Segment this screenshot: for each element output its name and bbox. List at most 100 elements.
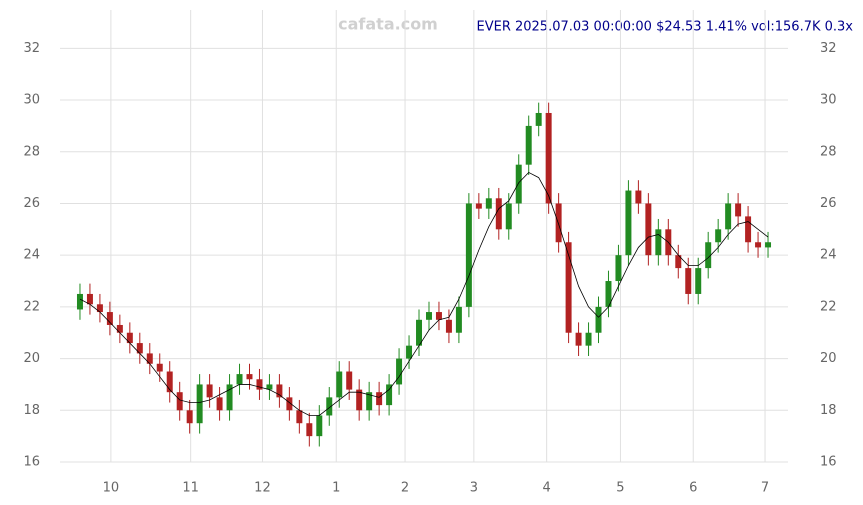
- candle-body: [316, 415, 323, 437]
- candle-body: [605, 281, 612, 307]
- candle-body: [86, 293, 93, 305]
- candle-body: [76, 293, 83, 310]
- candle-body: [765, 242, 772, 248]
- candle-body: [565, 242, 572, 333]
- candle-body: [615, 255, 622, 282]
- candle-body: [525, 125, 532, 165]
- candle-body: [236, 374, 243, 385]
- candle-body: [495, 198, 502, 230]
- candle-body: [246, 374, 253, 380]
- x-tick-label: 4: [543, 481, 551, 496]
- candle-body: [186, 410, 193, 424]
- candle-body: [196, 384, 203, 424]
- candle-body: [326, 397, 333, 416]
- x-tick-label: 6: [689, 481, 697, 496]
- y-tick-label-right: 32: [820, 41, 837, 56]
- y-tick-label: 16: [23, 455, 40, 470]
- candle-body: [146, 353, 153, 364]
- chart-title: EVER 2025.07.03 00:00:00 $24.53 1.41% vo…: [477, 20, 854, 35]
- candle-body: [645, 203, 652, 256]
- candle-body: [406, 345, 413, 359]
- x-tick-label: 5: [616, 481, 624, 496]
- candle-body: [206, 384, 213, 398]
- x-tick-label: 11: [182, 481, 199, 496]
- candle-body: [396, 358, 403, 385]
- candle-body: [455, 306, 462, 333]
- candle-body: [625, 190, 632, 256]
- candle-body: [545, 112, 552, 204]
- candle-body: [755, 242, 762, 248]
- y-tick-label-right: 24: [820, 248, 837, 263]
- y-tick-label-right: 18: [820, 403, 837, 418]
- candle-body: [226, 384, 233, 411]
- x-tick-label: 10: [103, 481, 120, 496]
- candle-body: [675, 255, 682, 269]
- x-tick-label: 7: [761, 481, 769, 496]
- candle-body: [575, 332, 582, 346]
- y-tick-label-right: 16: [820, 455, 837, 470]
- candle-body: [256, 379, 263, 390]
- candle-body: [336, 371, 343, 398]
- y-tick-label-right: 26: [820, 196, 837, 211]
- candle-body: [705, 242, 712, 269]
- x-tick-label: 1: [332, 481, 340, 496]
- candle-body: [366, 392, 373, 411]
- candle-body: [435, 312, 442, 320]
- candle-body: [595, 306, 602, 333]
- candle-body: [96, 304, 103, 313]
- candle-body: [116, 324, 123, 333]
- candle-body: [655, 229, 662, 256]
- candle-body: [535, 112, 542, 126]
- candle-body: [505, 203, 512, 230]
- candle-body: [286, 397, 293, 411]
- candle-body: [465, 203, 472, 307]
- candle-body: [176, 392, 183, 411]
- candle-body: [685, 268, 692, 294]
- y-tick-label: 30: [23, 93, 40, 108]
- y-tick-label-right: 28: [820, 144, 837, 159]
- candle-body: [166, 371, 173, 393]
- y-tick-label: 18: [23, 403, 40, 418]
- candle-body: [715, 229, 722, 243]
- candle-body: [356, 389, 363, 411]
- candle-body: [376, 392, 383, 406]
- y-tick-label-right: 30: [820, 93, 837, 108]
- candle-body: [346, 371, 353, 390]
- candle-body: [475, 203, 482, 209]
- candle-body: [585, 332, 592, 346]
- y-tick-label: 26: [23, 196, 40, 211]
- candle-body: [695, 268, 702, 294]
- candle-body: [126, 332, 133, 344]
- candle-body: [276, 384, 283, 398]
- candle-body: [136, 343, 143, 354]
- watermark: cafata.com: [338, 15, 438, 34]
- y-tick-label-right: 20: [820, 351, 837, 366]
- candle-body: [386, 384, 393, 406]
- candle-body: [485, 198, 492, 209]
- candle-body: [635, 190, 642, 204]
- y-tick-label: 32: [23, 41, 40, 56]
- candle-body: [735, 203, 742, 217]
- y-tick-label-right: 22: [820, 299, 837, 314]
- y-tick-label: 20: [23, 351, 40, 366]
- candle-body: [425, 312, 432, 320]
- y-tick-label: 28: [23, 144, 40, 159]
- x-tick-label: 3: [470, 481, 478, 496]
- x-tick-label: 2: [401, 481, 409, 496]
- candle-body: [306, 423, 313, 437]
- x-tick-label: 12: [254, 481, 271, 496]
- candle-body: [296, 410, 303, 424]
- y-tick-label: 22: [23, 299, 40, 314]
- candle-body: [106, 312, 113, 325]
- candle-body: [266, 384, 273, 390]
- y-tick-label: 24: [23, 248, 40, 263]
- candle-body: [156, 363, 163, 372]
- candle-body: [725, 203, 732, 230]
- candle-body: [416, 319, 423, 346]
- candle-body: [216, 397, 223, 411]
- candle-body: [515, 164, 522, 204]
- candle-body: [555, 203, 562, 243]
- moving-average: [79, 171, 769, 416]
